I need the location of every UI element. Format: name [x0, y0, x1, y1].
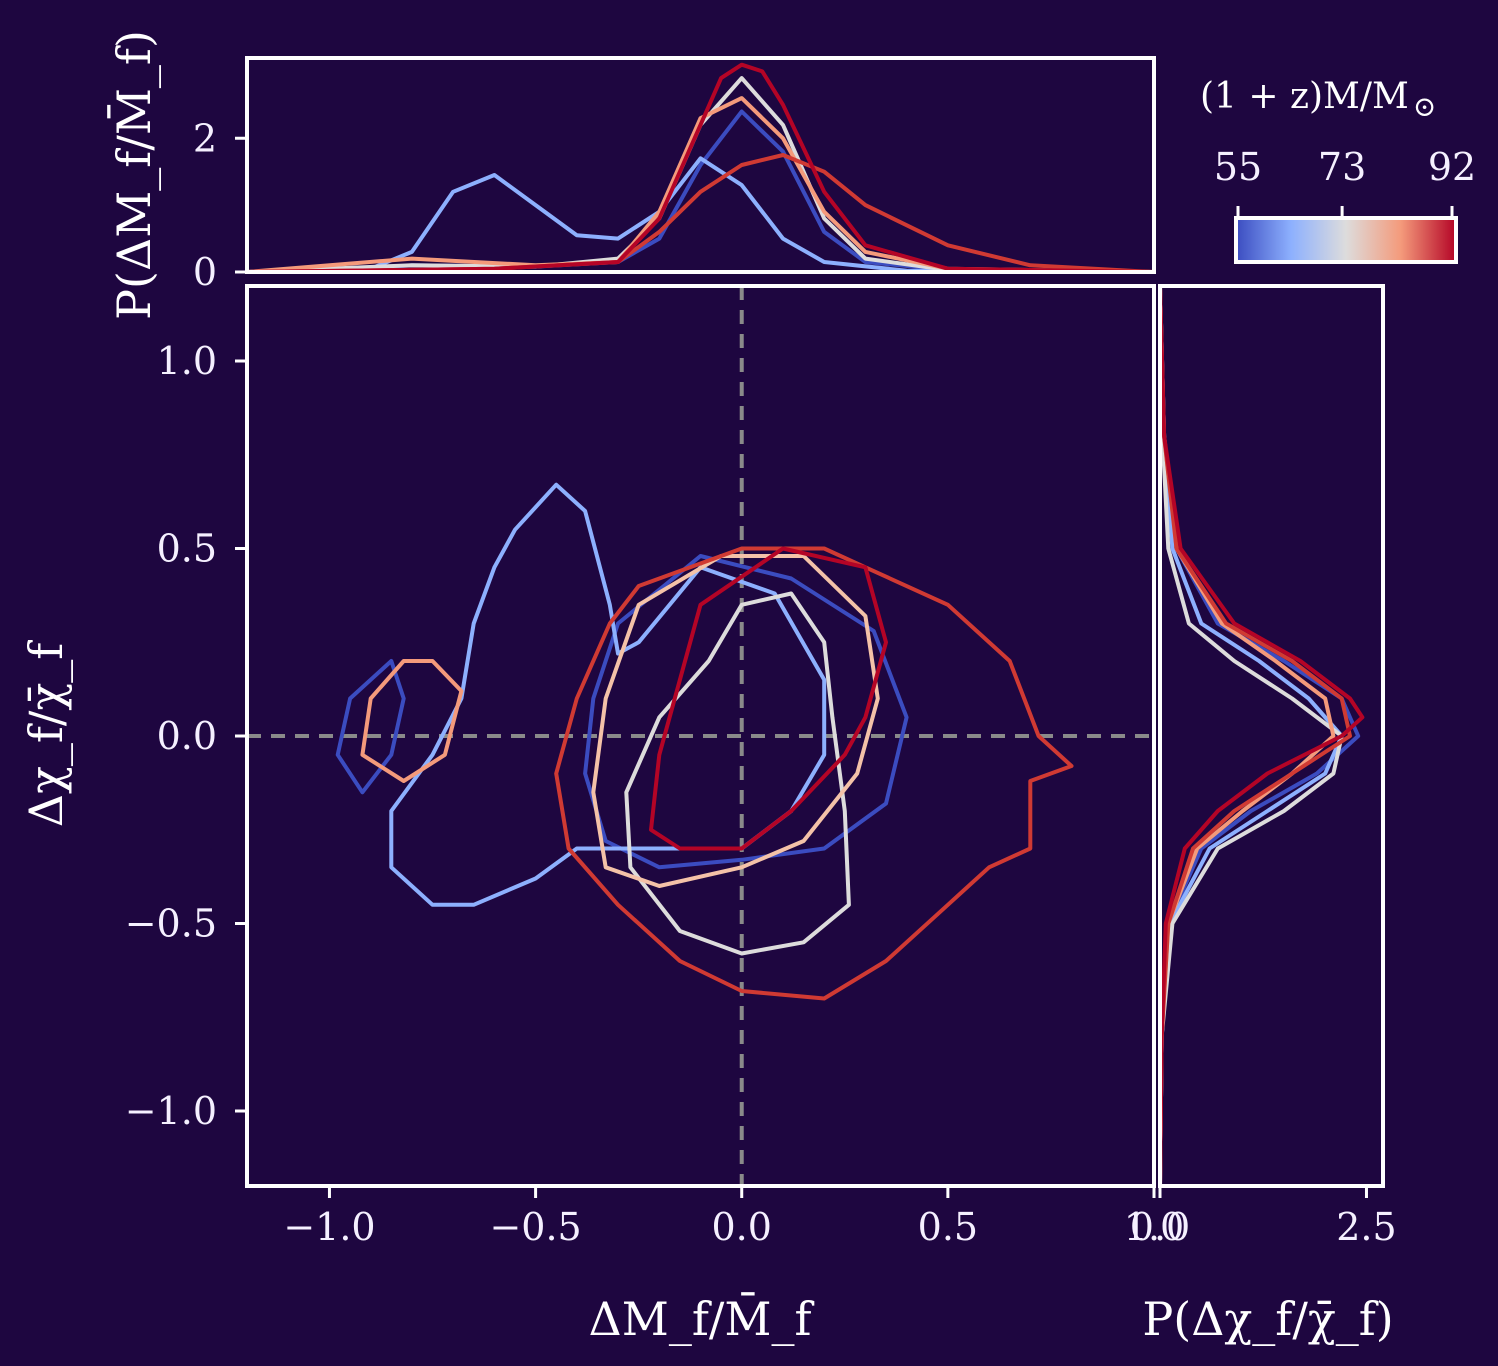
- contour-5: [591, 554, 880, 888]
- main-ytick-label-2: 0.0: [157, 714, 217, 758]
- right-marginal-curve-55: [1160, 286, 1361, 1186]
- colorbar-tick-label-0: 55: [1214, 145, 1262, 189]
- top-ytick-label-1: 2: [193, 116, 217, 160]
- main-ylabel: Δχ_f/χ̄_f: [19, 640, 73, 827]
- main-xlabel: ΔM_f/M̄_f: [589, 1291, 815, 1346]
- top-marginal-curve-92: [247, 62, 1154, 272]
- main-xtick-label-0: −1.0: [283, 1205, 375, 1249]
- main-ytick-label-3: 0.5: [157, 527, 217, 571]
- right-marginal-xlabel: P(Δχ_f/χ̄_f): [1142, 1292, 1393, 1346]
- right-marginal-frame: [1158, 284, 1385, 1188]
- right-marginal-curve-86: [1160, 286, 1352, 1186]
- contour-6: [554, 546, 1074, 1001]
- colorbar-tick-label-2: 92: [1428, 145, 1476, 189]
- top-marginal-curve-73: [247, 76, 1154, 272]
- top-marginal-curve-80: [247, 96, 1154, 272]
- right-marginal-curve-62: [1160, 286, 1344, 1186]
- right-xtick-label-1: 2.5: [1336, 1205, 1396, 1249]
- top-ytick-label-0: 0: [193, 250, 217, 294]
- main-ytick-label-4: 1.0: [157, 339, 217, 383]
- top-marginal-frame: [245, 56, 1156, 274]
- right-marginal-curve-92: [1160, 286, 1365, 1186]
- top-marginal-curve-62: [247, 156, 1154, 272]
- contour-3: [624, 591, 851, 956]
- main-ytick-label-0: −1.0: [125, 1089, 217, 1133]
- main-ytick-label-1: −0.5: [125, 902, 217, 946]
- right-marginal-panel: 0.0 2.5 P(Δχ_f/χ̄_f): [1130, 284, 1397, 1346]
- main-xtick-label-1: −0.5: [489, 1205, 581, 1249]
- main-xtick-label-2: 0.0: [712, 1205, 772, 1249]
- main-contour-panel: −1.0 −0.5 0.0 0.5 1.0 −1.0 −0.5 0.0 0.5 1.0 ΔM_f/…: [19, 284, 1184, 1346]
- colorbar-title-sun-symbol: ⊙: [1413, 90, 1436, 123]
- colorbar-title: (1 + z)M/M ⊙: [1200, 76, 1436, 123]
- colorbar: (1 + z)M/M ⊙ 55 73 92: [1200, 76, 1476, 264]
- contour-1: [335, 659, 406, 795]
- top-marginal-panel: 0 2 P(ΔM_f/M̄_f): [106, 30, 1156, 320]
- contour-7: [649, 546, 888, 851]
- right-xtick-label-0: 0.0: [1130, 1205, 1190, 1249]
- right-marginal-curve-80: [1160, 286, 1336, 1186]
- main-xtick-label-3: 0.5: [918, 1205, 978, 1249]
- right-marginal-curve-73: [1160, 286, 1344, 1186]
- top-marginal-ylabel: P(ΔM_f/M̄_f): [106, 30, 161, 320]
- colorbar-title-text: (1 + z)M/M: [1200, 76, 1409, 117]
- colorbar-gradient: [1234, 216, 1458, 264]
- contour-0: [583, 554, 909, 870]
- main-xtick-label-4: 1.0: [1124, 1205, 1184, 1249]
- colorbar-tick-label-1: 73: [1318, 145, 1366, 189]
- top-marginal-curve-86: [247, 153, 1154, 272]
- contour-4: [360, 659, 464, 783]
